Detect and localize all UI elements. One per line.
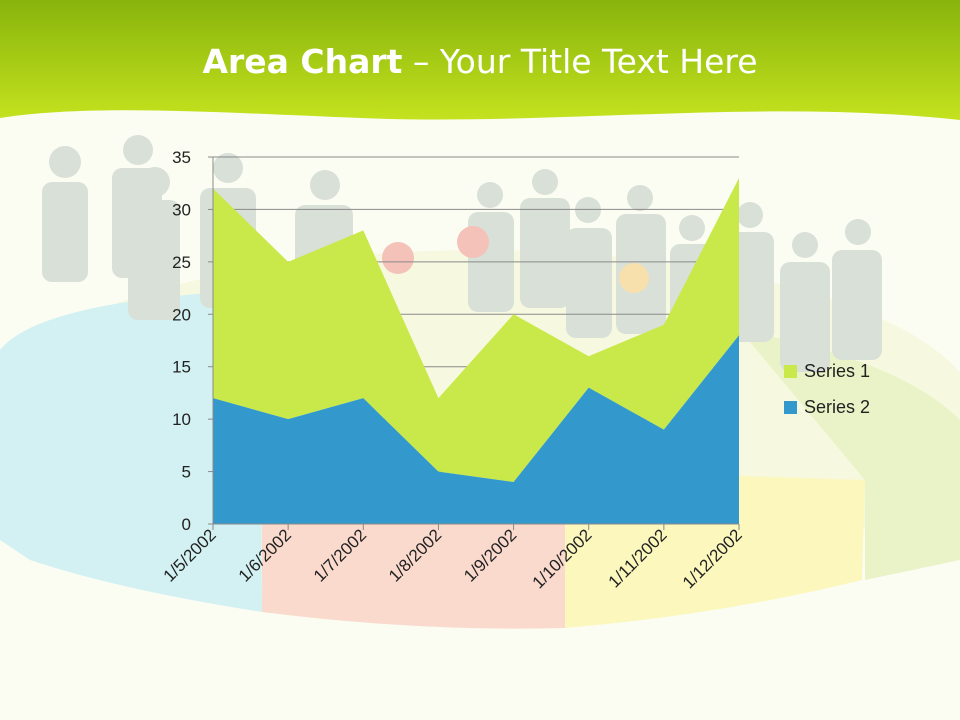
slide-title: Area Chart – Your Title Text Here bbox=[0, 40, 960, 84]
chart-axes bbox=[208, 156, 740, 530]
header-band bbox=[0, 0, 960, 120]
legend-label-series-2: Series 2 bbox=[804, 396, 871, 417]
y-tick-label: 35 bbox=[172, 148, 191, 167]
legend-item-series-2: Series 2 bbox=[784, 394, 870, 420]
title-bold: Area Chart bbox=[202, 42, 403, 81]
y-tick-label: 25 bbox=[172, 253, 191, 272]
legend-label-series-1: Series 1 bbox=[804, 360, 871, 381]
series-areas bbox=[213, 177, 739, 524]
legend-swatch-series-2 bbox=[784, 400, 797, 414]
y-tick-label: 5 bbox=[182, 463, 191, 482]
legend-item-series-1: Series 1 bbox=[784, 358, 870, 384]
chart-legend: Series 1 Series 2 bbox=[784, 358, 870, 430]
y-tick-label: 0 bbox=[182, 515, 191, 534]
legend-swatch-series-1 bbox=[784, 364, 797, 378]
area-series-1 bbox=[213, 177, 739, 483]
y-tick-label: 20 bbox=[172, 305, 191, 324]
area-series-2 bbox=[213, 335, 739, 524]
y-tick-label: 10 bbox=[172, 410, 191, 429]
y-axis-tick-labels: 0 5 10 15 20 25 30 35 bbox=[172, 148, 191, 534]
y-tick-label: 15 bbox=[172, 358, 191, 377]
title-rest: – Your Title Text Here bbox=[412, 42, 758, 81]
y-tick-label: 30 bbox=[172, 200, 191, 219]
